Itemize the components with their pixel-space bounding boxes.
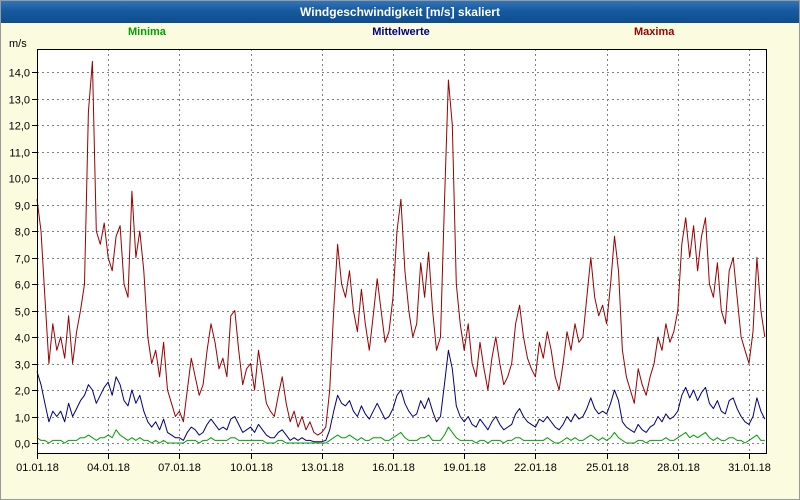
svg-text:4,0: 4,0 (15, 333, 30, 345)
window-title: Windgeschwindigkeit [m/s] skaliert (300, 5, 500, 19)
svg-text:01.01.18: 01.01.18 (16, 462, 59, 474)
svg-text:9,0: 9,0 (15, 201, 30, 213)
svg-text:07.01.18: 07.01.18 (158, 462, 201, 474)
svg-text:6,0: 6,0 (15, 280, 30, 292)
svg-text:5,0: 5,0 (15, 307, 30, 319)
legend-maxima: Maxima (634, 26, 675, 38)
svg-text:10,0: 10,0 (9, 174, 30, 186)
svg-text:13.01.18: 13.01.18 (301, 462, 344, 474)
window-titlebar: Windgeschwindigkeit [m/s] skaliert (1, 1, 799, 23)
svg-text:1,0: 1,0 (15, 413, 30, 425)
svg-text:0,0: 0,0 (15, 439, 30, 451)
svg-text:16.01.18: 16.01.18 (372, 462, 415, 474)
svg-text:28.01.18: 28.01.18 (657, 462, 700, 474)
svg-text:10.01.18: 10.01.18 (230, 462, 273, 474)
svg-text:14,0: 14,0 (9, 68, 30, 80)
svg-text:04.01.18: 04.01.18 (87, 462, 130, 474)
y-axis-unit-label: m/s (9, 38, 27, 50)
svg-text:7,0: 7,0 (15, 254, 30, 266)
svg-text:22.01.18: 22.01.18 (514, 462, 557, 474)
legend-mittelwerte: Mittelwerte (372, 26, 430, 38)
svg-text:8,0: 8,0 (15, 227, 30, 239)
svg-text:13,0: 13,0 (9, 95, 30, 107)
legend-minima: Minima (128, 26, 166, 38)
chart-area: Minima Mittelwerte Maxima m/s 0,0 1,0 2,0 3… (1, 23, 799, 499)
wind-speed-plot: 0,0 1,0 2,0 3,0 4,0 5,0 6,0 7,0 8,0 9,0 10,0 11,0 12… (9, 49, 771, 474)
svg-text:19.01.18: 19.01.18 (443, 462, 486, 474)
svg-text:25.01.18: 25.01.18 (586, 462, 629, 474)
svg-text:12,0: 12,0 (9, 121, 30, 133)
svg-text:11,0: 11,0 (9, 148, 30, 160)
svg-text:31.01.18: 31.01.18 (728, 462, 771, 474)
svg-text:2,0: 2,0 (15, 386, 30, 398)
svg-text:3,0: 3,0 (15, 360, 30, 372)
